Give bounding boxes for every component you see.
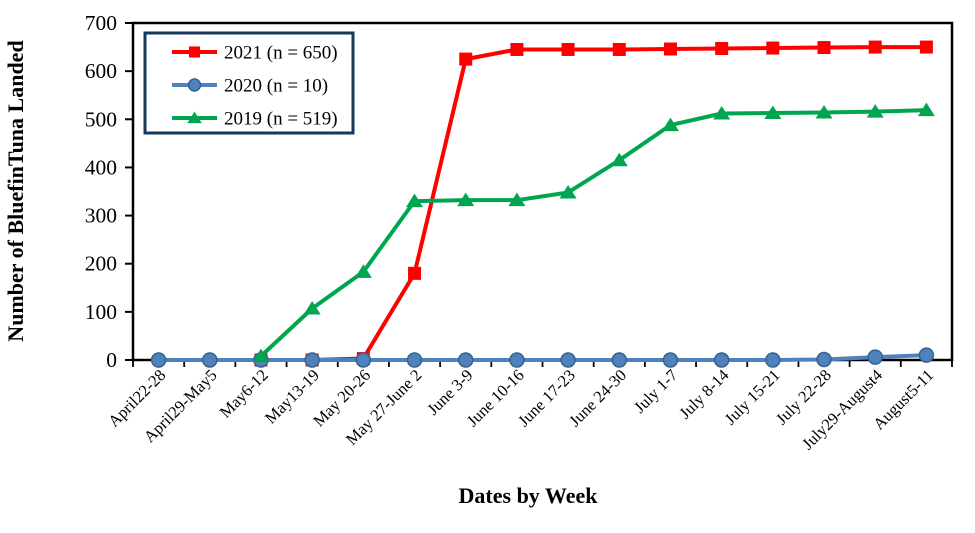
legend-label-2021: 2021 (n = 650) (224, 43, 338, 64)
x-axis-tick-label: July 15-21 (721, 365, 784, 428)
marker-square-2021 (868, 40, 882, 54)
marker-square-2021 (561, 42, 575, 56)
marker-circle-2020 (355, 352, 372, 368)
marker-circle-2020 (816, 351, 832, 368)
y-axis-tick-label: 700 (85, 11, 117, 35)
marker-square-2021 (715, 42, 729, 56)
marker-circle-2020 (187, 78, 202, 92)
y-axis-tick-label: 0 (106, 348, 117, 372)
marker-square-2021 (408, 266, 422, 280)
marker-square-2021 (919, 40, 933, 54)
marker-triangle-2019 (457, 192, 475, 207)
marker-circle-2020 (662, 352, 679, 368)
legend-item-2019: 2019 (n = 519) (172, 109, 338, 130)
marker-square-2021 (663, 42, 677, 56)
y-axis-tick-label: 200 (85, 252, 117, 276)
marker-triangle-2019 (815, 105, 833, 119)
legend-label-2019: 2019 (n = 519) (224, 109, 338, 130)
marker-square-2021 (188, 46, 201, 58)
marker-triangle-2019 (354, 264, 372, 278)
marker-square-2021 (459, 52, 473, 66)
marker-square-2021 (817, 41, 831, 55)
marker-triangle-2019 (508, 192, 526, 207)
marker-triangle-2019 (764, 105, 782, 120)
marker-triangle-2019 (917, 102, 935, 117)
marker-square-2021 (766, 41, 780, 55)
marker-triangle-2019 (713, 106, 731, 120)
x-axis-tick-label: July 1-7 (630, 365, 681, 416)
marker-circle-2020 (713, 352, 730, 368)
marker-circle-2020 (509, 352, 525, 368)
marker-triangle-2019 (559, 184, 577, 199)
y-axis-tick-label: 600 (85, 59, 117, 83)
legend-label-2020: 2020 (n = 10) (224, 76, 328, 97)
marker-circle-2020 (867, 349, 883, 365)
marker-triangle-2019 (303, 300, 321, 315)
marker-circle-2020 (150, 352, 167, 368)
marker-square-2021 (510, 42, 524, 56)
y-axis-tick-label: 100 (85, 300, 117, 324)
marker-triangle-2019 (866, 104, 884, 118)
marker-square-2021 (612, 42, 626, 56)
legend-item-2021: 2021 (n = 650) (172, 43, 338, 64)
marker-circle-2020 (918, 347, 935, 363)
x-axis-title: Dates by Week (459, 483, 599, 508)
y-axis-tick-label: 300 (85, 204, 117, 228)
y-axis-tick-label: 500 (85, 107, 117, 131)
marker-triangle-2019 (610, 152, 628, 167)
marker-triangle-2019 (661, 117, 679, 132)
y-axis-title: Number of BluefinTuna Landed (3, 40, 28, 341)
series-line-2020 (158, 353, 927, 362)
marker-triangle-2019 (406, 193, 424, 208)
legend-item-2020: 2020 (n = 10) (172, 76, 328, 97)
marker-circle-2020 (457, 352, 474, 368)
marker-triangle-2019 (187, 111, 202, 124)
marker-circle-2020 (765, 352, 781, 368)
marker-circle-2020 (611, 352, 628, 368)
series-line-2019 (259, 108, 927, 358)
marker-triangle-2019 (252, 348, 270, 363)
marker-circle-2020 (304, 352, 320, 368)
marker-circle-2020 (560, 352, 576, 368)
marker-circle-2020 (406, 352, 423, 368)
y-axis-tick-label: 400 (85, 155, 117, 179)
marker-circle-2020 (202, 352, 218, 368)
legend: 2021 (n = 650) 2020 (n = 10) 2019 (n = 519… (143, 31, 355, 135)
series-line-2021 (260, 45, 927, 362)
